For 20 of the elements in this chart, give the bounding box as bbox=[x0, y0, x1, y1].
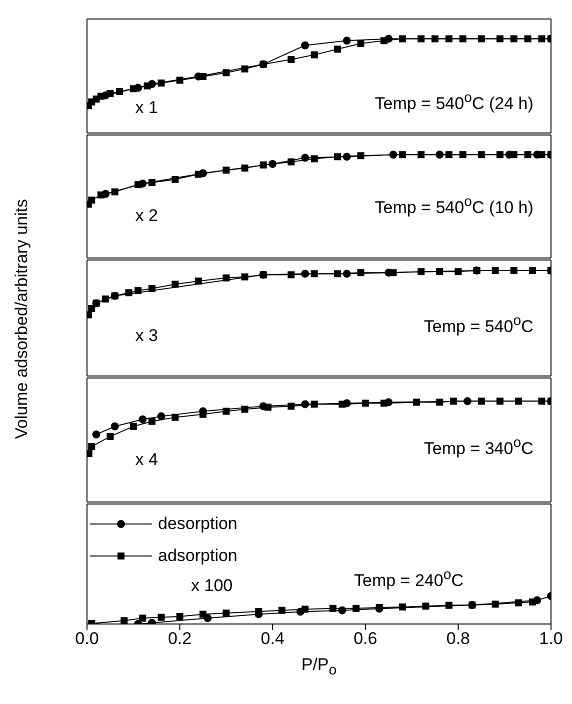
text: Temp = 240$^{o}$C bbox=[354, 567, 464, 592]
text: x 100 bbox=[191, 576, 233, 596]
legend-label: desorption bbox=[158, 513, 238, 535]
annotation: x 3 bbox=[135, 326, 158, 346]
annotation: Temp = 540$^{o}$C bbox=[424, 312, 534, 336]
x-tick-label: 0.4 bbox=[260, 629, 284, 648]
y-axis-title: Volume adsorbed/arbitrary units bbox=[12, 198, 32, 440]
annotation: Temp = 540$^{o}$C (24 h) bbox=[374, 90, 534, 114]
annotation: x 2 bbox=[135, 206, 158, 226]
annotation: Temp = 340$^{o}$C bbox=[424, 435, 534, 459]
legend-label: adsorption bbox=[158, 545, 238, 567]
x-tick-label: 0.6 bbox=[354, 629, 378, 648]
annotation: Temp = 540$^{o}$C (10 h) bbox=[374, 194, 534, 218]
annotation: x 1 bbox=[135, 98, 158, 118]
x-tick-label: 0.0 bbox=[75, 629, 99, 648]
x-tick-label: 1.0 bbox=[539, 629, 563, 648]
x-axis-title: P/P$_{o}$ bbox=[300, 655, 338, 678]
x-tick-label: 0.2 bbox=[168, 629, 192, 648]
x-tick-label: 0.8 bbox=[446, 629, 470, 648]
annotation: x 4 bbox=[135, 450, 158, 470]
